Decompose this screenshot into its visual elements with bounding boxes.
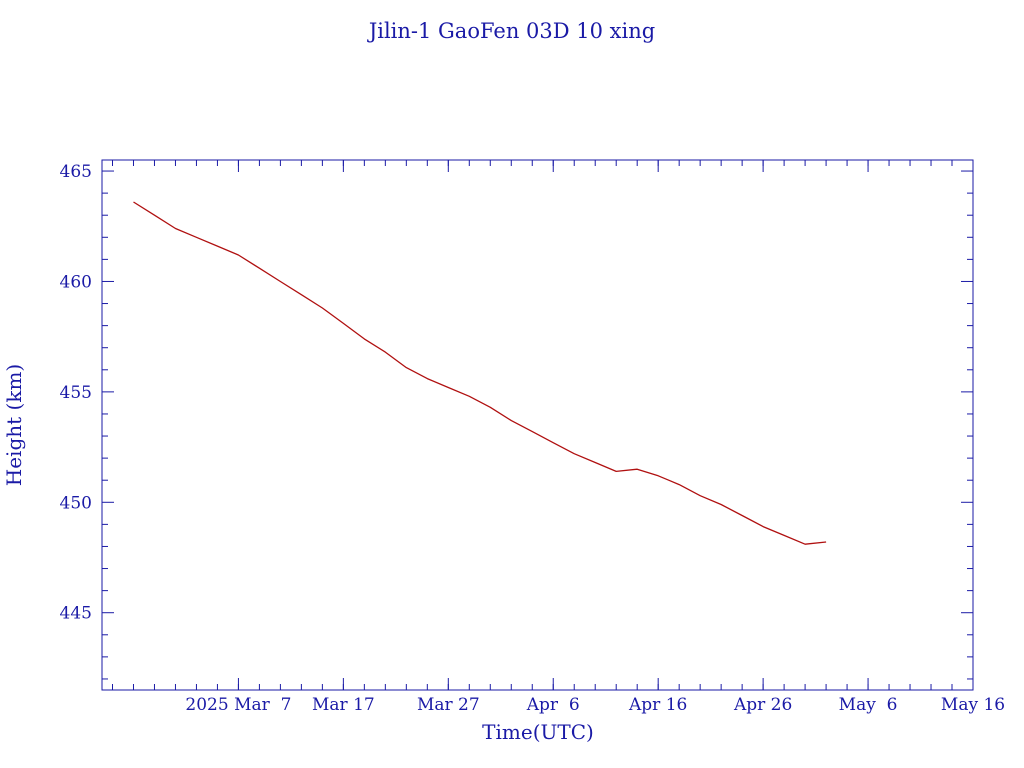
x-tick-labels: 2025 Mar 7 Mar 17 Mar 27 Apr 6 Apr 16 Apr 26 M… (185, 695, 1005, 715)
x-tick-label: May 6 (839, 695, 898, 715)
x-tick-label: 2025 Mar 7 (185, 695, 291, 715)
plot-frame (101, 159, 974, 691)
y-tick-label: 450 (60, 493, 92, 513)
x-tick-label: Mar 27 (417, 695, 480, 715)
x-tick-label: Apr 16 (628, 695, 687, 715)
series-line (133, 201, 827, 545)
y-tick-label: 445 (60, 604, 92, 624)
x-axis-label: Time(UTC) (482, 720, 594, 744)
x-tick-label: Mar 17 (312, 695, 375, 715)
series-group (133, 201, 827, 545)
x-tick-label: May 16 (941, 695, 1005, 715)
chart-title: Jilin-1 GaoFen 03D 10 xing (367, 19, 655, 43)
x-tick-label: Apr 6 (526, 695, 580, 715)
y-tick-label: 460 (60, 272, 92, 292)
tick-marks (102, 160, 974, 690)
x-tick-label: Apr 26 (733, 695, 792, 715)
y-tick-label: 465 (60, 162, 92, 182)
y-axis-label: Height (km) (2, 364, 26, 486)
y-tick-labels: 445 450 455 460 465 (60, 162, 92, 624)
y-tick-label: 455 (60, 383, 92, 403)
